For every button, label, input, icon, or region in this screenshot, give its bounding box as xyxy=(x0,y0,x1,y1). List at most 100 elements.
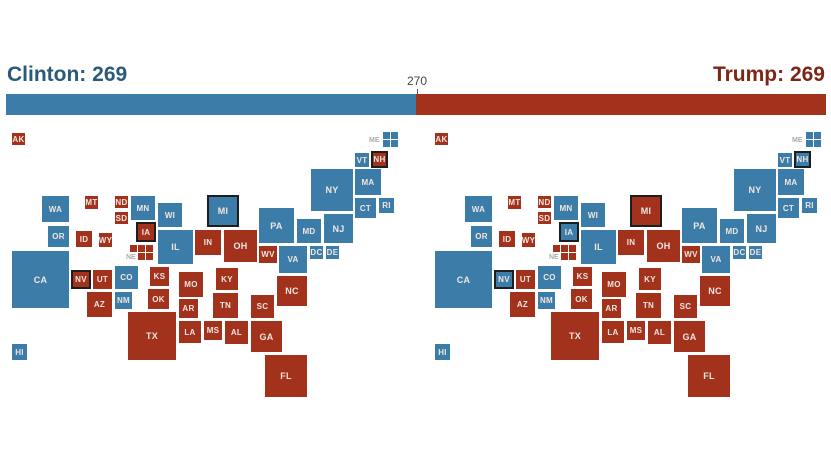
state-nv[interactable]: NV xyxy=(494,270,514,289)
state-me-district[interactable] xyxy=(806,140,813,147)
state-wy[interactable]: WY xyxy=(99,233,112,247)
state-oh[interactable]: OH xyxy=(224,230,257,262)
state-mo[interactable]: MO xyxy=(602,272,626,297)
state-wv[interactable]: WV xyxy=(682,246,700,263)
state-vt[interactable]: VT xyxy=(778,153,792,167)
state-dc[interactable]: DC xyxy=(310,246,323,259)
state-dc[interactable]: DC xyxy=(733,246,746,259)
state-wi[interactable]: WI xyxy=(158,203,182,227)
state-tx[interactable]: TX xyxy=(551,312,599,360)
state-mo[interactable]: MO xyxy=(179,272,203,297)
state-ms[interactable]: MS xyxy=(627,321,645,340)
state-ne-district[interactable] xyxy=(569,245,576,252)
state-hi[interactable]: HI xyxy=(435,344,450,360)
state-nc[interactable]: NC xyxy=(700,276,730,306)
state-ne-district[interactable] xyxy=(553,245,560,252)
state-ne-district[interactable] xyxy=(561,253,568,260)
state-ma[interactable]: MA xyxy=(778,169,804,195)
state-va[interactable]: VA xyxy=(279,246,307,273)
state-wv[interactable]: WV xyxy=(259,246,277,263)
state-me-district[interactable] xyxy=(383,140,390,147)
state-ne-district[interactable] xyxy=(146,253,153,260)
state-la[interactable]: LA xyxy=(179,321,201,343)
state-nc[interactable]: NC xyxy=(277,276,307,306)
state-ar[interactable]: AR xyxy=(602,299,621,318)
state-mi[interactable]: MI xyxy=(630,195,662,227)
state-ri[interactable]: RI xyxy=(802,198,817,213)
state-nh[interactable]: NH xyxy=(371,151,388,168)
state-wa[interactable]: WA xyxy=(465,196,492,222)
state-al[interactable]: AL xyxy=(225,321,248,344)
state-vt[interactable]: VT xyxy=(355,153,369,167)
state-co[interactable]: CO xyxy=(538,266,561,289)
state-la[interactable]: LA xyxy=(602,321,624,343)
state-ca[interactable]: CA xyxy=(435,251,492,308)
state-mn[interactable]: MN xyxy=(131,196,155,220)
state-ny[interactable]: NY xyxy=(311,169,353,211)
state-sd[interactable]: SD xyxy=(115,212,128,224)
state-ut[interactable]: UT xyxy=(516,270,535,289)
state-ak[interactable]: AK xyxy=(12,133,25,145)
state-wi[interactable]: WI xyxy=(581,203,605,227)
state-pa[interactable]: PA xyxy=(259,208,294,243)
state-or[interactable]: OR xyxy=(471,226,492,247)
state-mi[interactable]: MI xyxy=(207,195,239,227)
state-tx[interactable]: TX xyxy=(128,312,176,360)
state-or[interactable]: OR xyxy=(48,226,69,247)
state-ms[interactable]: MS xyxy=(204,321,222,340)
state-nj[interactable]: NJ xyxy=(747,214,776,243)
state-id[interactable]: ID xyxy=(76,231,92,247)
state-az[interactable]: AZ xyxy=(510,292,535,317)
state-id[interactable]: ID xyxy=(499,231,515,247)
state-mt[interactable]: MT xyxy=(85,196,98,209)
state-ne-district[interactable] xyxy=(138,253,145,260)
state-me-district[interactable] xyxy=(806,132,813,139)
state-ky[interactable]: KY xyxy=(639,268,661,290)
state-ks[interactable]: KS xyxy=(573,267,592,286)
state-ks[interactable]: KS xyxy=(150,267,169,286)
state-in[interactable]: IN xyxy=(618,230,644,255)
state-wa[interactable]: WA xyxy=(42,196,69,222)
state-md[interactable]: MD xyxy=(720,219,744,243)
state-ia[interactable]: IA xyxy=(559,222,579,242)
state-tn[interactable]: TN xyxy=(213,293,238,318)
state-sc[interactable]: SC xyxy=(251,295,274,318)
state-nv[interactable]: NV xyxy=(71,270,91,289)
state-de[interactable]: DE xyxy=(749,246,762,259)
state-ct[interactable]: CT xyxy=(355,198,376,218)
state-me-district[interactable] xyxy=(814,132,821,139)
state-wy[interactable]: WY xyxy=(522,233,535,247)
state-ok[interactable]: OK xyxy=(148,289,169,309)
state-me-district[interactable] xyxy=(391,132,398,139)
state-nj[interactable]: NJ xyxy=(324,214,353,243)
state-ny[interactable]: NY xyxy=(734,169,776,211)
state-nm[interactable]: NM xyxy=(538,292,555,309)
state-oh[interactable]: OH xyxy=(647,230,680,262)
state-me-district[interactable] xyxy=(383,132,390,139)
state-nh[interactable]: NH xyxy=(794,151,811,168)
state-pa[interactable]: PA xyxy=(682,208,717,243)
state-in[interactable]: IN xyxy=(195,230,221,255)
state-ia[interactable]: IA xyxy=(136,222,156,242)
state-az[interactable]: AZ xyxy=(87,292,112,317)
state-mn[interactable]: MN xyxy=(554,196,578,220)
state-va[interactable]: VA xyxy=(702,246,730,273)
state-mt[interactable]: MT xyxy=(508,196,521,209)
state-nd[interactable]: ND xyxy=(115,196,128,208)
state-ne-district[interactable] xyxy=(146,245,153,252)
state-de[interactable]: DE xyxy=(326,246,339,259)
state-nd[interactable]: ND xyxy=(538,196,551,208)
state-ok[interactable]: OK xyxy=(571,289,592,309)
state-nm[interactable]: NM xyxy=(115,292,132,309)
state-al[interactable]: AL xyxy=(648,321,671,344)
state-fl[interactable]: FL xyxy=(265,355,307,397)
state-sc[interactable]: SC xyxy=(674,295,697,318)
state-co[interactable]: CO xyxy=(115,266,138,289)
state-il[interactable]: IL xyxy=(158,230,193,264)
state-ga[interactable]: GA xyxy=(674,321,705,352)
state-sd[interactable]: SD xyxy=(538,212,551,224)
state-me-district[interactable] xyxy=(391,140,398,147)
state-ma[interactable]: MA xyxy=(355,169,381,195)
state-ga[interactable]: GA xyxy=(251,321,282,352)
state-ut[interactable]: UT xyxy=(93,270,112,289)
